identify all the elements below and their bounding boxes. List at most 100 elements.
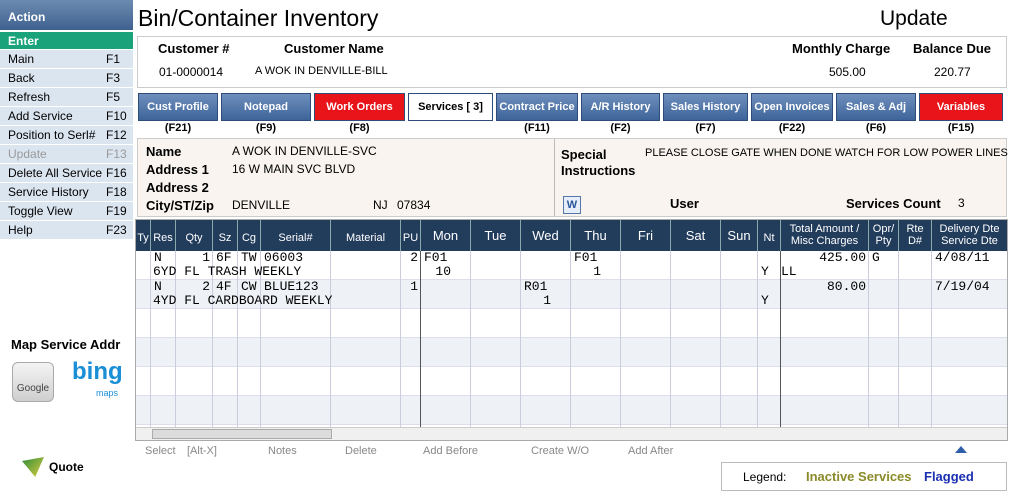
sidebar-title: Action [0,0,133,30]
menu-key: F13 [106,147,127,161]
value: 16 W MAIN SVC BLVD [232,162,356,176]
menu-item[interactable]: Enter [0,32,133,49]
menu-label: Toggle View [8,204,73,218]
menu-label: Help [8,223,33,237]
menu-item[interactable]: Update F13 [0,145,133,163]
tab-key: (F11) [524,122,550,134]
menu-item[interactable]: Add Service F10 [0,107,133,125]
tab[interactable]: A/R History [581,93,660,121]
tab-key: (F15) [947,122,975,134]
cell: 6F [216,250,232,265]
cell: 06003 [264,250,304,265]
column-line [757,251,758,440]
column-header: Serial# [261,220,331,251]
menu-label: Delete All Service [8,166,103,180]
toolbar-item[interactable]: Create W/O [531,445,590,457]
menu-item[interactable]: Main F1 [0,50,133,68]
quote[interactable]: Quote [49,460,84,474]
customer-value: 505.00 [829,65,866,79]
menu-key: F3 [106,71,121,85]
tab-label: Sales & Adj [845,101,907,113]
menu-item[interactable]: Toggle View F19 [0,202,133,220]
column-line [620,251,621,440]
cell: G [872,250,880,265]
menu-key: F19 [106,204,127,218]
menu-item[interactable]: Back F3 [0,69,133,87]
cell: 80.00 [826,279,866,294]
tab-label: Services [ 3] [418,101,483,113]
tab[interactable]: Work Orders [314,93,405,121]
word-icon[interactable]: W [563,196,581,214]
scroll-up[interactable] [955,446,967,453]
label: Address 1 [146,162,209,177]
tab[interactable]: Sales & Adj [836,93,916,121]
toolbar-item[interactable]: Delete [345,445,377,457]
toolbar-item[interactable]: Add After [628,445,674,457]
tab[interactable]: Sales History [663,93,748,121]
cell: 4/08/11 [935,250,990,265]
toolbar-item[interactable]: Notes [268,445,297,457]
scrollbar[interactable] [136,427,1007,440]
customer-label: Balance Due [913,41,992,56]
tab[interactable]: Contract Price [496,93,578,121]
column-line [420,251,421,440]
column-header: Qty [176,220,213,251]
grid-row [136,251,1007,280]
column-header: Wed [521,220,571,251]
column-line [260,251,261,440]
scroll-thumb[interactable] [152,429,332,439]
cell: 2 [410,250,418,265]
grid-row [136,280,1007,309]
column-header: Res [151,220,176,251]
grid-row [136,367,1007,396]
legend-label: Legend: [743,470,787,484]
tab[interactable]: Variables [919,93,1003,121]
tab[interactable]: Cust Profile [138,93,218,121]
menu-label: Main [8,52,35,66]
tab-label: A/R History [590,101,651,113]
tab-key: (F22) [778,122,806,134]
value: A WOK IN DENVILLE-SVC [232,144,377,158]
bing-icon[interactable]: bing [72,358,123,385]
cell: LL [781,264,797,279]
menu-item[interactable]: Position to Serl# F12 [0,126,133,144]
tab[interactable]: Open Invoices [751,93,833,121]
column-line [212,251,213,440]
column-header: Opr/ Pty [869,220,899,251]
menu-item[interactable]: Help F23 [0,221,133,239]
menu-item[interactable]: Refresh F5 [0,88,133,106]
grid-row [136,309,1007,338]
column-header: Mon [421,220,471,251]
menu-key: F23 [106,223,127,237]
value: 07834 [397,198,431,212]
menu-item[interactable]: Delete All Service F16 [0,164,133,182]
cell: Y [761,264,769,279]
cell: F01 [424,250,448,265]
tab[interactable]: Notepad [221,93,311,121]
column-header: Sz [213,220,238,251]
tab-label: Open Invoices [754,101,830,113]
legend: Legend: Inactive Services Flagged [721,462,1007,491]
column-header: Thu [571,220,621,251]
google-icon[interactable]: Google [12,362,54,402]
menu-item[interactable]: Service History F18 [0,183,133,201]
customer-value: A WOK IN DENVILLE-BILL [255,65,388,77]
toolbar-item[interactable]: Add Before [423,445,479,457]
toolbar-item[interactable]: Select [145,445,176,457]
column-line [670,251,671,440]
column-header: Material [331,220,401,251]
column-line [898,251,899,440]
tab-label: Sales History [670,101,741,113]
menu-key: F5 [106,90,121,104]
tab-key: (F6) [865,122,887,134]
cell: BLUE123 [264,279,319,294]
toolbar-item[interactable]: [Alt-X] [187,445,217,457]
column-header: Total Amount / Misc Charges [781,220,869,251]
tab[interactable]: Services [ 3] [408,93,493,121]
menu-key: F12 [106,128,127,142]
column-header: PU [401,220,421,251]
quote-icon[interactable] [22,457,44,477]
cell: 1 [410,279,418,294]
customer-label: Customer Name [284,41,384,56]
